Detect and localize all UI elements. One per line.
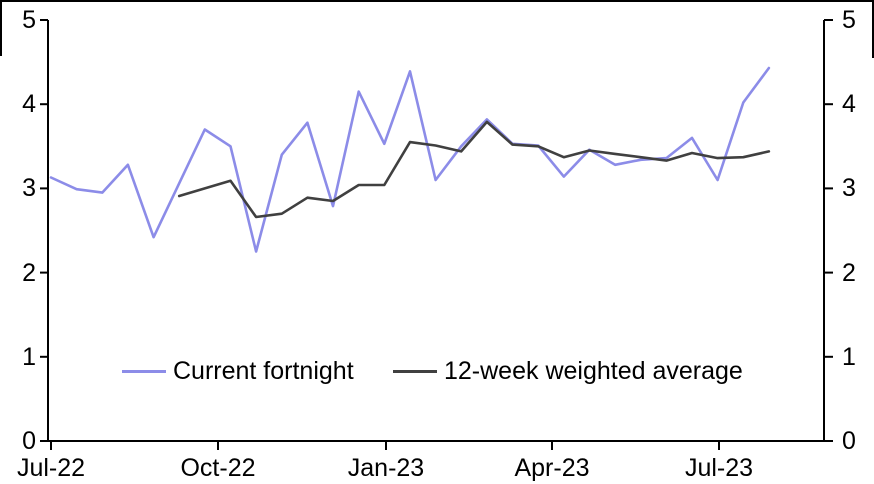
right-border-segment xyxy=(872,0,874,58)
legend-label-current-fortnight: Current fortnight xyxy=(173,356,354,385)
y-axis-tick-label: 0 xyxy=(22,427,36,455)
x-axis-tick-label: Jan-23 xyxy=(347,454,425,482)
left-border-segment xyxy=(0,0,2,56)
x-axis-tick-label: Jul-22 xyxy=(16,454,86,482)
x-axis-tick-label: Oct-22 xyxy=(180,454,256,482)
x-axis-tick-label: Jul-23 xyxy=(684,454,754,482)
y-axis-tick-label: 3 xyxy=(842,174,856,203)
y-axis-tick-label: 2 xyxy=(22,258,36,287)
series-line-12-week-weighted-average xyxy=(177,120,771,219)
top-border-line xyxy=(0,0,874,2)
legend-item-current-fortnight: Current fortnight xyxy=(122,356,354,386)
x-axis-tick-label: Apr-23 xyxy=(514,454,590,482)
y-axis-tick-label: 0 xyxy=(842,427,856,455)
y-axis-tick-label: 4 xyxy=(22,90,36,119)
y-axis-tick-label: 1 xyxy=(22,342,36,371)
y-axis-tick-label: 1 xyxy=(842,342,856,371)
y-axis-tick-label: 4 xyxy=(842,90,856,119)
y-axis-tick-label: 2 xyxy=(842,258,856,287)
legend-line-swatch-current-fortnight xyxy=(122,369,166,373)
legend: Current fortnight 12-week weighted avera… xyxy=(0,356,824,386)
y-axis-tick-label: 3 xyxy=(22,174,36,203)
y-axis-tick-label: 5 xyxy=(842,6,856,34)
legend-item-12-week-weighted-average: 12-week weighted average xyxy=(393,356,743,386)
legend-label-12-week-weighted-average: 12-week weighted average xyxy=(444,356,743,385)
legend-line-swatch-12-week-weighted-average xyxy=(393,369,437,373)
y-axis-tick-label: 5 xyxy=(22,6,36,34)
